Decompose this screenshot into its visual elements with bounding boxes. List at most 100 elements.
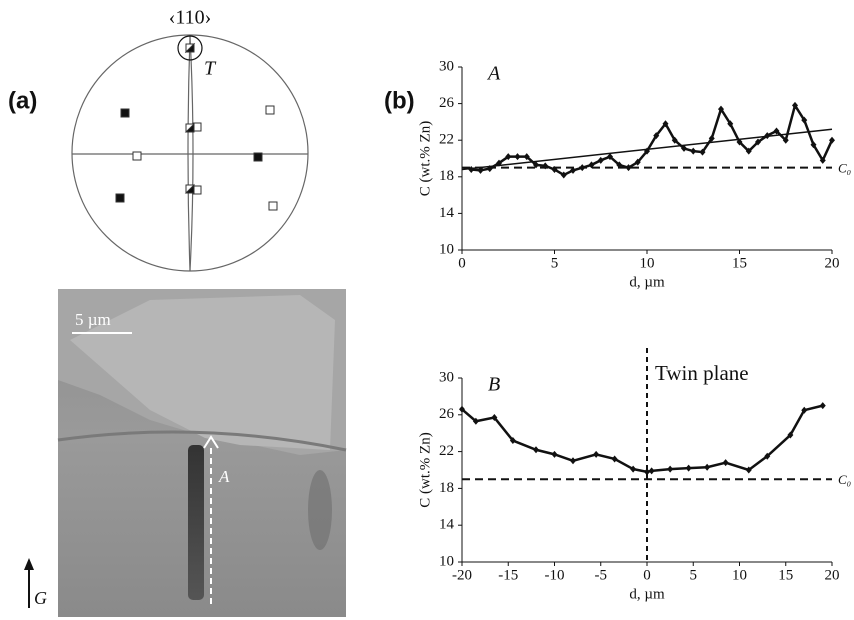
y-tick-label: 26: [439, 406, 455, 422]
x-axis-label: d, µm: [629, 586, 665, 602]
data-point: [699, 148, 706, 156]
y-tick-label: 10: [439, 553, 454, 569]
data-point: [634, 158, 641, 166]
data-point: [648, 467, 655, 475]
data-point: [708, 134, 715, 142]
data-point: [551, 450, 558, 458]
y-axis-label: C (wt.% Zn): [417, 432, 433, 507]
x-tick-label: 5: [551, 255, 559, 271]
y-tick-label: 26: [439, 95, 455, 111]
data-point: [736, 138, 743, 146]
data-point: [745, 147, 752, 155]
data-point: [468, 165, 475, 173]
pole-letter: T: [204, 58, 217, 80]
y-tick-label: 30: [439, 58, 454, 74]
panel-label: (a): [8, 87, 37, 114]
data-point: [801, 116, 808, 124]
data-point: [523, 153, 530, 161]
data-point: [630, 465, 637, 473]
data-point: [764, 452, 771, 460]
data-point: [597, 156, 604, 164]
x-tick-label: 10: [640, 255, 655, 271]
data-point: [560, 171, 567, 179]
data-point: [662, 120, 669, 128]
data-point: [653, 132, 660, 140]
data-line: [471, 102, 834, 177]
data-point: [505, 153, 512, 161]
data-point: [819, 156, 826, 164]
data-point: [625, 164, 632, 172]
data-point: [745, 466, 752, 474]
data-point: [588, 161, 595, 169]
y-axis-label: C (wt.% Zn): [417, 121, 433, 196]
data-point: [671, 136, 678, 144]
poles: [115, 42, 278, 211]
data-point: [685, 464, 692, 472]
data-point: [509, 437, 516, 445]
data-point: [472, 417, 479, 425]
reference-label: C₀: [838, 472, 851, 487]
data-point: [727, 120, 734, 128]
x-tick-label: 5: [690, 567, 698, 583]
x-tick-label: 10: [732, 567, 747, 583]
data-point: [644, 147, 650, 155]
data-point: [542, 162, 549, 170]
x-tick-label: 0: [643, 567, 651, 583]
data-point: [459, 405, 465, 413]
twin-plane-label: Twin plane: [655, 361, 749, 385]
data-point: [514, 153, 521, 161]
data-point: [579, 164, 586, 172]
data-point: [486, 165, 493, 173]
data-point: [616, 161, 623, 169]
data-point: [551, 165, 558, 173]
x-tick-label: -20: [452, 567, 472, 583]
data-point: [829, 136, 835, 144]
data-point: [477, 166, 484, 174]
y-tick-label: 18: [439, 480, 454, 496]
data-point: [755, 138, 761, 146]
data-point: [690, 147, 697, 155]
growth-label: G: [34, 588, 47, 608]
data-point: [787, 431, 794, 439]
x-axis-label: d, µm: [629, 274, 665, 290]
panel-label: A: [486, 63, 501, 85]
x-tick-label: -15: [498, 567, 518, 583]
micrograph: [57, 289, 347, 617]
reference-label: C₀: [838, 161, 851, 176]
data-point: [801, 406, 808, 414]
data-point: [496, 159, 502, 167]
data-point: [782, 136, 789, 144]
data-point: [810, 141, 817, 149]
data-point: [607, 153, 613, 161]
x-tick-label: -10: [545, 567, 565, 583]
y-tick-label: 14: [439, 517, 455, 533]
scale-bar-label: 5 µm: [75, 310, 111, 329]
x-tick-label: 0: [458, 255, 466, 271]
data-point: [704, 463, 711, 471]
data-point: [533, 446, 539, 454]
data-point: [667, 465, 674, 473]
y-tick-label: 22: [439, 443, 454, 459]
panel-label: (b): [384, 87, 415, 114]
data-point: [792, 101, 798, 109]
panel-label: B: [488, 374, 500, 396]
x-tick-label: 20: [825, 255, 840, 271]
y-tick-label: 30: [439, 369, 454, 385]
data-point: [570, 166, 576, 174]
data-point: [681, 144, 687, 152]
x-tick-label: 20: [825, 567, 840, 583]
data-point: [773, 127, 780, 135]
y-tick-label: 22: [439, 132, 454, 148]
data-point: [570, 457, 576, 465]
data-point: [718, 105, 724, 113]
data-point: [722, 459, 729, 467]
x-tick-label: 15: [732, 255, 747, 271]
pole-label: ‹110›: [169, 7, 212, 29]
data-point: [764, 132, 771, 140]
pole-figure: [71, 34, 309, 272]
data-point: [533, 161, 539, 169]
data-point: [644, 468, 650, 476]
y-tick-label: 18: [439, 168, 454, 184]
data-point: [491, 414, 498, 422]
